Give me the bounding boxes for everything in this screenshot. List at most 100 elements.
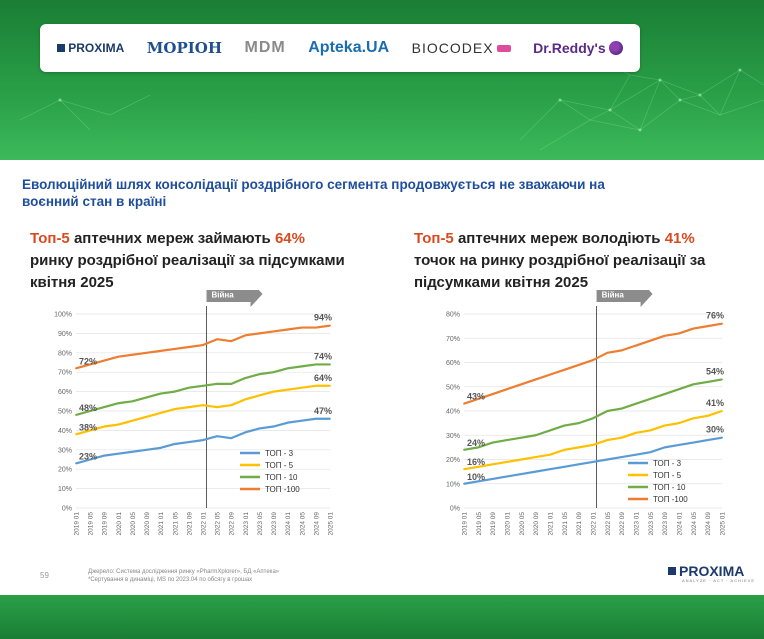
x-tick-label: 2025 01 bbox=[328, 512, 335, 536]
series-point-3 bbox=[117, 355, 120, 358]
y-tick-label: 30% bbox=[446, 433, 460, 440]
source-footnote: Джерело: Система дослідження ринку «Phar… bbox=[88, 568, 279, 584]
series-point-3 bbox=[477, 397, 480, 400]
series-point-1 bbox=[663, 424, 666, 427]
y-tick-label: 50% bbox=[58, 409, 72, 416]
series-point-0 bbox=[216, 435, 219, 438]
series-point-1 bbox=[117, 423, 120, 426]
x-tick-label: 2024 05 bbox=[691, 512, 698, 536]
series-point-2 bbox=[131, 400, 134, 403]
network-mesh-decoration bbox=[19, 59, 764, 151]
series-point-0 bbox=[173, 443, 176, 445]
series-point-2 bbox=[549, 429, 551, 432]
series-point-0 bbox=[692, 441, 695, 444]
series-point-3 bbox=[216, 338, 219, 341]
series-point-3 bbox=[721, 322, 723, 325]
series-point-0 bbox=[606, 458, 609, 461]
footer-proxima-mark-icon bbox=[668, 567, 676, 575]
x-tick-label: 2020 09 bbox=[144, 512, 151, 536]
series-point-0 bbox=[258, 427, 261, 430]
legend-label: ТОП -100 bbox=[265, 485, 300, 494]
series-end-label: 41% bbox=[706, 398, 724, 408]
y-tick-label: 50% bbox=[446, 384, 460, 391]
series-start-label: 23% bbox=[79, 451, 97, 461]
series-point-3 bbox=[534, 378, 537, 381]
x-tick-label: 2021 01 bbox=[548, 512, 555, 536]
x-tick-label: 2019 01 bbox=[462, 512, 469, 536]
right-subtitle-part-1: аптечних мереж володіють bbox=[453, 230, 665, 247]
series-point-3 bbox=[300, 326, 303, 329]
series-point-1 bbox=[216, 406, 219, 409]
proxima-mark-icon bbox=[57, 44, 66, 52]
footer-proxima-logo: PROXIMA ANALYZE · ACT · ACHIEVE bbox=[668, 563, 754, 583]
series-start-label: 72% bbox=[79, 356, 97, 366]
dr-reddys-dots-icon bbox=[608, 41, 623, 55]
series-point-2 bbox=[620, 407, 623, 410]
left-subtitle-accent-1: Топ-5 bbox=[30, 230, 70, 247]
y-tick-label: 60% bbox=[446, 360, 460, 367]
series-point-3 bbox=[520, 383, 523, 386]
series-point-0 bbox=[286, 421, 289, 424]
series-point-0 bbox=[592, 461, 594, 463]
y-tick-label: 100% bbox=[54, 312, 72, 319]
series-point-2 bbox=[258, 373, 261, 376]
series-point-0 bbox=[477, 480, 480, 483]
x-tick-label: 2020 01 bbox=[505, 512, 512, 536]
y-tick-label: 90% bbox=[58, 331, 72, 338]
series-point-2 bbox=[678, 388, 680, 391]
series-start-label: 48% bbox=[79, 403, 97, 413]
x-tick-label: 2020 05 bbox=[519, 512, 526, 536]
series-point-0 bbox=[300, 419, 303, 422]
slide-title: Еволюційний шлях консолідації роздрібног… bbox=[22, 177, 605, 209]
series-point-0 bbox=[117, 452, 120, 455]
y-tick-label: 40% bbox=[446, 409, 460, 416]
x-tick-label: 2020 09 bbox=[533, 512, 540, 536]
series-point-2 bbox=[103, 406, 106, 409]
series-point-1 bbox=[549, 453, 551, 456]
series-point-3 bbox=[491, 393, 494, 395]
x-tick-label: 2023 01 bbox=[634, 512, 641, 536]
series-point-1 bbox=[244, 398, 247, 401]
series-point-3 bbox=[75, 367, 77, 370]
x-tick-label: 2020 01 bbox=[116, 512, 123, 536]
series-point-0 bbox=[549, 468, 551, 471]
series-point-0 bbox=[620, 456, 623, 458]
legend-label: ТОП - 5 bbox=[653, 471, 682, 480]
series-point-3 bbox=[314, 326, 317, 329]
series-point-2 bbox=[117, 402, 120, 405]
series-point-1 bbox=[145, 415, 148, 418]
series-point-0 bbox=[706, 439, 709, 441]
legend-label: ТОП - 10 bbox=[265, 473, 298, 482]
legend-label: ТОП -100 bbox=[653, 495, 688, 504]
x-tick-label: 2024 09 bbox=[313, 512, 320, 536]
series-point-0 bbox=[244, 431, 247, 434]
series-point-2 bbox=[520, 436, 523, 439]
series-point-2 bbox=[272, 371, 275, 374]
series-end-label: 54% bbox=[706, 366, 724, 376]
right-subtitle-part-2: точок на ринку роздрібної реалізації за … bbox=[414, 252, 706, 291]
series-point-3 bbox=[506, 388, 508, 391]
series-point-2 bbox=[75, 413, 77, 416]
series-point-3 bbox=[230, 340, 233, 343]
series-point-1 bbox=[286, 388, 289, 391]
series-point-2 bbox=[649, 397, 652, 400]
series-point-1 bbox=[563, 448, 566, 451]
series-point-2 bbox=[216, 382, 219, 385]
x-tick-label: 2023 09 bbox=[662, 512, 669, 536]
series-point-2 bbox=[329, 363, 331, 366]
series-point-0 bbox=[463, 482, 465, 485]
footnote-line-2: *Сертування в динаміці, MS по 2023.04 по… bbox=[88, 577, 253, 583]
war-annotation-label: Війна bbox=[602, 291, 625, 300]
series-point-0 bbox=[577, 463, 580, 466]
x-tick-label: 2021 05 bbox=[562, 512, 569, 536]
biocodex-logo: BIOCODEX bbox=[412, 40, 511, 56]
series-point-1 bbox=[329, 384, 331, 387]
series-point-3 bbox=[606, 351, 609, 354]
x-tick-label: 2019 09 bbox=[490, 512, 497, 536]
page-number: 59 bbox=[40, 571, 49, 580]
series-point-1 bbox=[692, 417, 695, 420]
series-point-0 bbox=[649, 451, 652, 454]
x-tick-label: 2024 01 bbox=[677, 512, 684, 536]
series-point-0 bbox=[520, 473, 523, 475]
y-tick-label: 10% bbox=[58, 486, 72, 493]
